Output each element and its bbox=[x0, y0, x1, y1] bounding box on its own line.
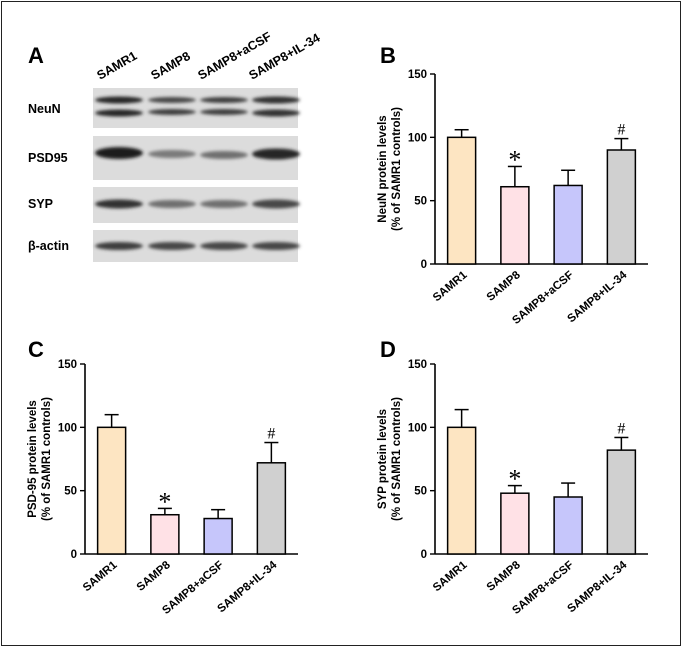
x-tick-label: SAMP8 bbox=[485, 559, 524, 594]
chart-neun: 0 50 100 150 NeuN protein levels (% of SAMR1 … bbox=[377, 69, 648, 327]
bar bbox=[96, 426, 127, 555]
bar bbox=[553, 496, 583, 555]
blot-protein-label: NeuN bbox=[28, 102, 61, 116]
panel-letter-d: D bbox=[380, 337, 396, 362]
bar bbox=[446, 136, 477, 265]
bar bbox=[500, 492, 530, 555]
y-tick-label: 100 bbox=[408, 422, 427, 434]
y-axis-label: PSD-95 protein levels bbox=[27, 400, 39, 518]
blot-protein-label: SYP bbox=[28, 197, 53, 211]
panel-letter-c: C bbox=[28, 337, 44, 362]
blot-protein-label: β-actin bbox=[28, 239, 69, 253]
chart-syp: 0 50 100 150 SYP protein levels (% of SAMR1 c… bbox=[377, 359, 648, 617]
blot-band bbox=[95, 147, 143, 159]
blot-protein-label: PSD95 bbox=[28, 151, 68, 165]
significance-marker: # bbox=[267, 426, 275, 443]
blot-band bbox=[95, 199, 143, 209]
blot-band bbox=[95, 242, 143, 250]
y-tick-label: 50 bbox=[64, 486, 77, 498]
bar bbox=[256, 462, 287, 555]
y-axis-label-units: (% of SAMR1 controls) bbox=[391, 397, 403, 521]
significance-marker: * bbox=[508, 145, 521, 174]
blot-band bbox=[95, 109, 143, 117]
bar bbox=[606, 149, 637, 265]
chart-psd95: 0 50 100 150 PSD-95 protein levels (% of SAMR… bbox=[27, 359, 298, 617]
blot-band bbox=[95, 96, 143, 104]
y-axis-label-units: (% of SAMR1 controls) bbox=[391, 107, 403, 231]
y-tick-label: 150 bbox=[408, 359, 427, 371]
y-tick-label: 0 bbox=[421, 259, 427, 271]
x-tick-label: SAMR1 bbox=[81, 559, 120, 594]
blot-strip bbox=[93, 88, 298, 128]
bar bbox=[606, 449, 637, 555]
blot-band bbox=[148, 200, 196, 208]
x-tick-label: SAMP8 bbox=[485, 269, 524, 304]
blot-band bbox=[200, 242, 248, 250]
blot-band bbox=[252, 148, 300, 160]
x-tick-label: SAMP8+IL-34 bbox=[566, 269, 630, 326]
blot-lane-label: SAMR1 bbox=[95, 49, 140, 83]
blot-band bbox=[252, 199, 300, 209]
y-tick-label: 100 bbox=[408, 132, 427, 144]
blot-band bbox=[200, 200, 248, 208]
blot-band bbox=[200, 151, 248, 159]
western-blot: SAMR1 SAMP8 SAMP8+aCSFSAMP8+IL-34NeuNPSD95… bbox=[28, 29, 322, 262]
bar bbox=[203, 517, 233, 555]
y-tick-label: 50 bbox=[414, 486, 427, 498]
y-axis-label: NeuN protein levels bbox=[377, 115, 389, 222]
y-tick-label: 50 bbox=[414, 196, 427, 208]
blot-band bbox=[148, 97, 196, 103]
y-tick-label: 0 bbox=[421, 549, 427, 561]
blot-band bbox=[252, 109, 300, 117]
x-tick-label: SAMR1 bbox=[431, 559, 470, 594]
y-axis-label-units: (% of SAMR1 controls) bbox=[41, 397, 53, 521]
x-tick-label: SAMP8+IL-34 bbox=[216, 559, 280, 616]
blot-band bbox=[200, 97, 248, 103]
panel-letter-b: B bbox=[380, 43, 396, 68]
significance-marker: # bbox=[617, 122, 625, 139]
significance-marker: * bbox=[158, 487, 171, 516]
bar bbox=[553, 184, 583, 265]
significance-marker: # bbox=[617, 420, 625, 437]
significance-marker: * bbox=[508, 465, 521, 494]
bar bbox=[500, 185, 530, 265]
blot-band bbox=[252, 96, 300, 104]
x-tick-label: SAMP8+IL-34 bbox=[566, 559, 630, 616]
x-tick-label: SAMP8 bbox=[135, 559, 174, 594]
blot-band bbox=[200, 109, 248, 115]
blot-band bbox=[148, 242, 196, 250]
y-tick-label: 0 bbox=[71, 549, 77, 561]
y-tick-label: 150 bbox=[408, 69, 427, 81]
bar bbox=[150, 513, 180, 555]
y-axis-label: SYP protein levels bbox=[377, 409, 389, 509]
x-tick-label: SAMR1 bbox=[431, 269, 470, 304]
blot-band bbox=[148, 109, 196, 115]
blot-lane-label: SAMP8 bbox=[149, 49, 193, 83]
blot-band bbox=[148, 150, 196, 158]
blot-band bbox=[252, 242, 300, 250]
panel-letter-a: A bbox=[28, 43, 44, 68]
y-tick-label: 100 bbox=[58, 422, 77, 434]
y-tick-label: 150 bbox=[58, 359, 77, 371]
bar bbox=[446, 426, 477, 555]
